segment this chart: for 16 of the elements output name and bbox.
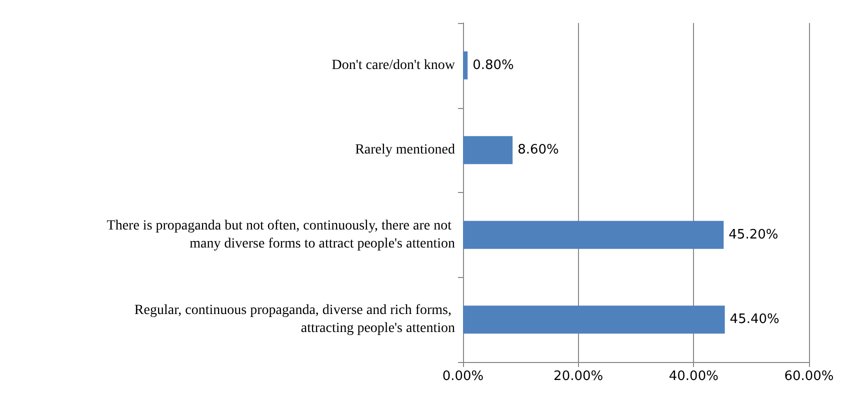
bar [463, 220, 724, 249]
x-tick-label: 20.00% [554, 369, 604, 384]
y-tick-label: There is propaganda but not often, continuously, there are not many diverse forms to attract people's attention [106, 218, 455, 252]
bar [463, 51, 468, 80]
data-label: 45.40% [730, 312, 780, 328]
bar [463, 136, 513, 164]
x-tick-label: 0.00% [442, 369, 484, 384]
y-tick-label: Don't care/don't know [332, 58, 456, 73]
x-tick-label: 40.00% [668, 369, 718, 384]
data-label: 45.20% [728, 227, 778, 242]
data-label: 8.60% [518, 142, 559, 158]
y-tick-label: Regular, continuous propaganda, diverse and rich forms, attracting people's attention [134, 303, 455, 336]
y-tick-label: Rarely mentioned [355, 142, 455, 158]
bar [463, 306, 725, 334]
data-label: 0.80% [472, 58, 514, 73]
x-tick-label: 60.00% [784, 369, 834, 384]
